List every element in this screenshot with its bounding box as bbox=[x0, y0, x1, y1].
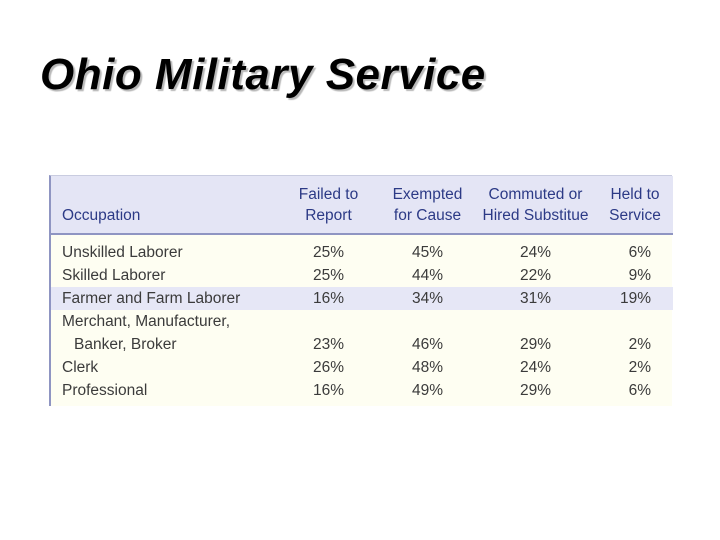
cell-exempted: 49% bbox=[411, 382, 444, 399]
header-held-to-service: Held to Service bbox=[609, 186, 661, 224]
cell-commuted: 31% bbox=[474, 287, 597, 310]
cell-occupation: Professional bbox=[62, 382, 148, 399]
cell-failed: 23% bbox=[312, 336, 345, 353]
cell-commuted: 29% bbox=[519, 382, 552, 399]
cell-failed: 25% bbox=[312, 244, 345, 261]
table-row: Skilled Laborer 25% 44% 22% 9% bbox=[51, 264, 673, 287]
cell-commuted: 24% bbox=[519, 244, 552, 261]
slide-title: Ohio Military Service bbox=[40, 50, 486, 99]
occupation-table: Occupation Failed to Report Exempted for… bbox=[49, 175, 673, 406]
header-commuted-or-substitute: Commuted or Hired Substitue bbox=[482, 186, 589, 224]
cell-occupation: Clerk bbox=[62, 359, 99, 376]
cell-exempted: 48% bbox=[411, 359, 444, 376]
cell-occupation: Farmer and Farm Laborer bbox=[51, 287, 276, 310]
cell-held: 2% bbox=[628, 359, 651, 376]
table-row: Clerk 26% 48% 24% 2% bbox=[51, 356, 673, 379]
cell-held: 6% bbox=[628, 382, 651, 399]
cell-held: 19% bbox=[597, 287, 673, 310]
cell-held: 2% bbox=[628, 336, 651, 353]
table-row: Merchant, Manufacturer, Banker, Broker 2… bbox=[51, 310, 673, 356]
cell-occupation: Unskilled Laborer bbox=[62, 244, 183, 261]
cell-held: 9% bbox=[628, 267, 651, 284]
table-header-row: Occupation Failed to Report Exempted for… bbox=[51, 176, 673, 234]
cell-exempted: 45% bbox=[411, 244, 444, 261]
table-row: Professional 16% 49% 29% 6% bbox=[51, 379, 673, 402]
cell-exempted: 44% bbox=[411, 267, 444, 284]
header-occupation: Occupation bbox=[62, 207, 141, 224]
cell-held: 6% bbox=[628, 244, 651, 261]
cell-commuted: 22% bbox=[519, 267, 552, 284]
table-row-highlighted: Farmer and Farm Laborer 16% 34% 31% 19% bbox=[51, 287, 673, 310]
cell-commuted: 29% bbox=[519, 336, 552, 353]
cell-failed: 26% bbox=[312, 359, 345, 376]
cell-occupation: Skilled Laborer bbox=[62, 267, 166, 284]
cell-exempted: 46% bbox=[411, 336, 444, 353]
cell-failed: 25% bbox=[312, 267, 345, 284]
header-exempted-for-cause: Exempted for Cause bbox=[392, 186, 463, 224]
cell-commuted: 24% bbox=[519, 359, 552, 376]
cell-occupation: Merchant, Manufacturer, Banker, Broker bbox=[62, 313, 230, 353]
cell-failed: 16% bbox=[276, 287, 381, 310]
table-row: Unskilled Laborer 25% 45% 24% 6% bbox=[51, 234, 673, 264]
cell-failed: 16% bbox=[312, 382, 345, 399]
header-failed-to-report: Failed to Report bbox=[298, 186, 359, 224]
cell-exempted: 34% bbox=[381, 287, 474, 310]
